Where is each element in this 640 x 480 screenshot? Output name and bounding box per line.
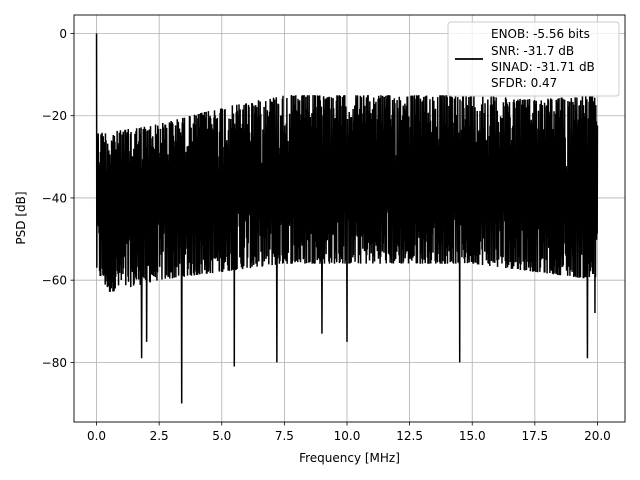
y-tick-label: −60: [42, 274, 67, 288]
y-tick-label: 0: [59, 27, 67, 41]
x-tick-label: 20.0: [584, 429, 611, 443]
y-tick-label: −40: [42, 191, 67, 205]
y-tick-label: −80: [42, 356, 67, 370]
legend-text-sfdr: SFDR: 0.47: [491, 76, 557, 90]
legend-text-enob: ENOB: -5.56 bits: [491, 27, 590, 41]
psd-line: [95, 33, 599, 404]
y-tick-label: −20: [42, 109, 67, 123]
x-tick-label: 2.5: [150, 429, 169, 443]
x-tick-label: 12.5: [396, 429, 423, 443]
y-axis-label: PSD [dB]: [14, 191, 28, 244]
x-tick-label: 10.0: [334, 429, 361, 443]
x-tick-label: 7.5: [275, 429, 294, 443]
legend-box: [447, 21, 620, 97]
plot-frame: [73, 14, 626, 423]
legend: ENOB: -5.56 bits SNR: -31.7 dB SINAD: -3…: [447, 21, 620, 97]
legend-text-sinad: SINAD: -31.71 dB: [491, 60, 595, 74]
x-tick-label: 17.5: [521, 429, 548, 443]
x-axis-label: Frequency [MHz]: [299, 451, 400, 465]
x-tick-label: 0.0: [87, 429, 106, 443]
x-tick-label: 5.0: [212, 429, 231, 443]
psd-series: [95, 33, 599, 404]
legend-text-snr: SNR: -31.7 dB: [491, 44, 574, 58]
x-axis-ticks: 0.0 2.5 5.0 7.5 10.0 12.5 15.0 17.5 20.0: [87, 422, 611, 443]
y-axis-ticks: 0 −20 −40 −60 −80: [42, 27, 74, 370]
x-tick-label: 15.0: [459, 429, 486, 443]
